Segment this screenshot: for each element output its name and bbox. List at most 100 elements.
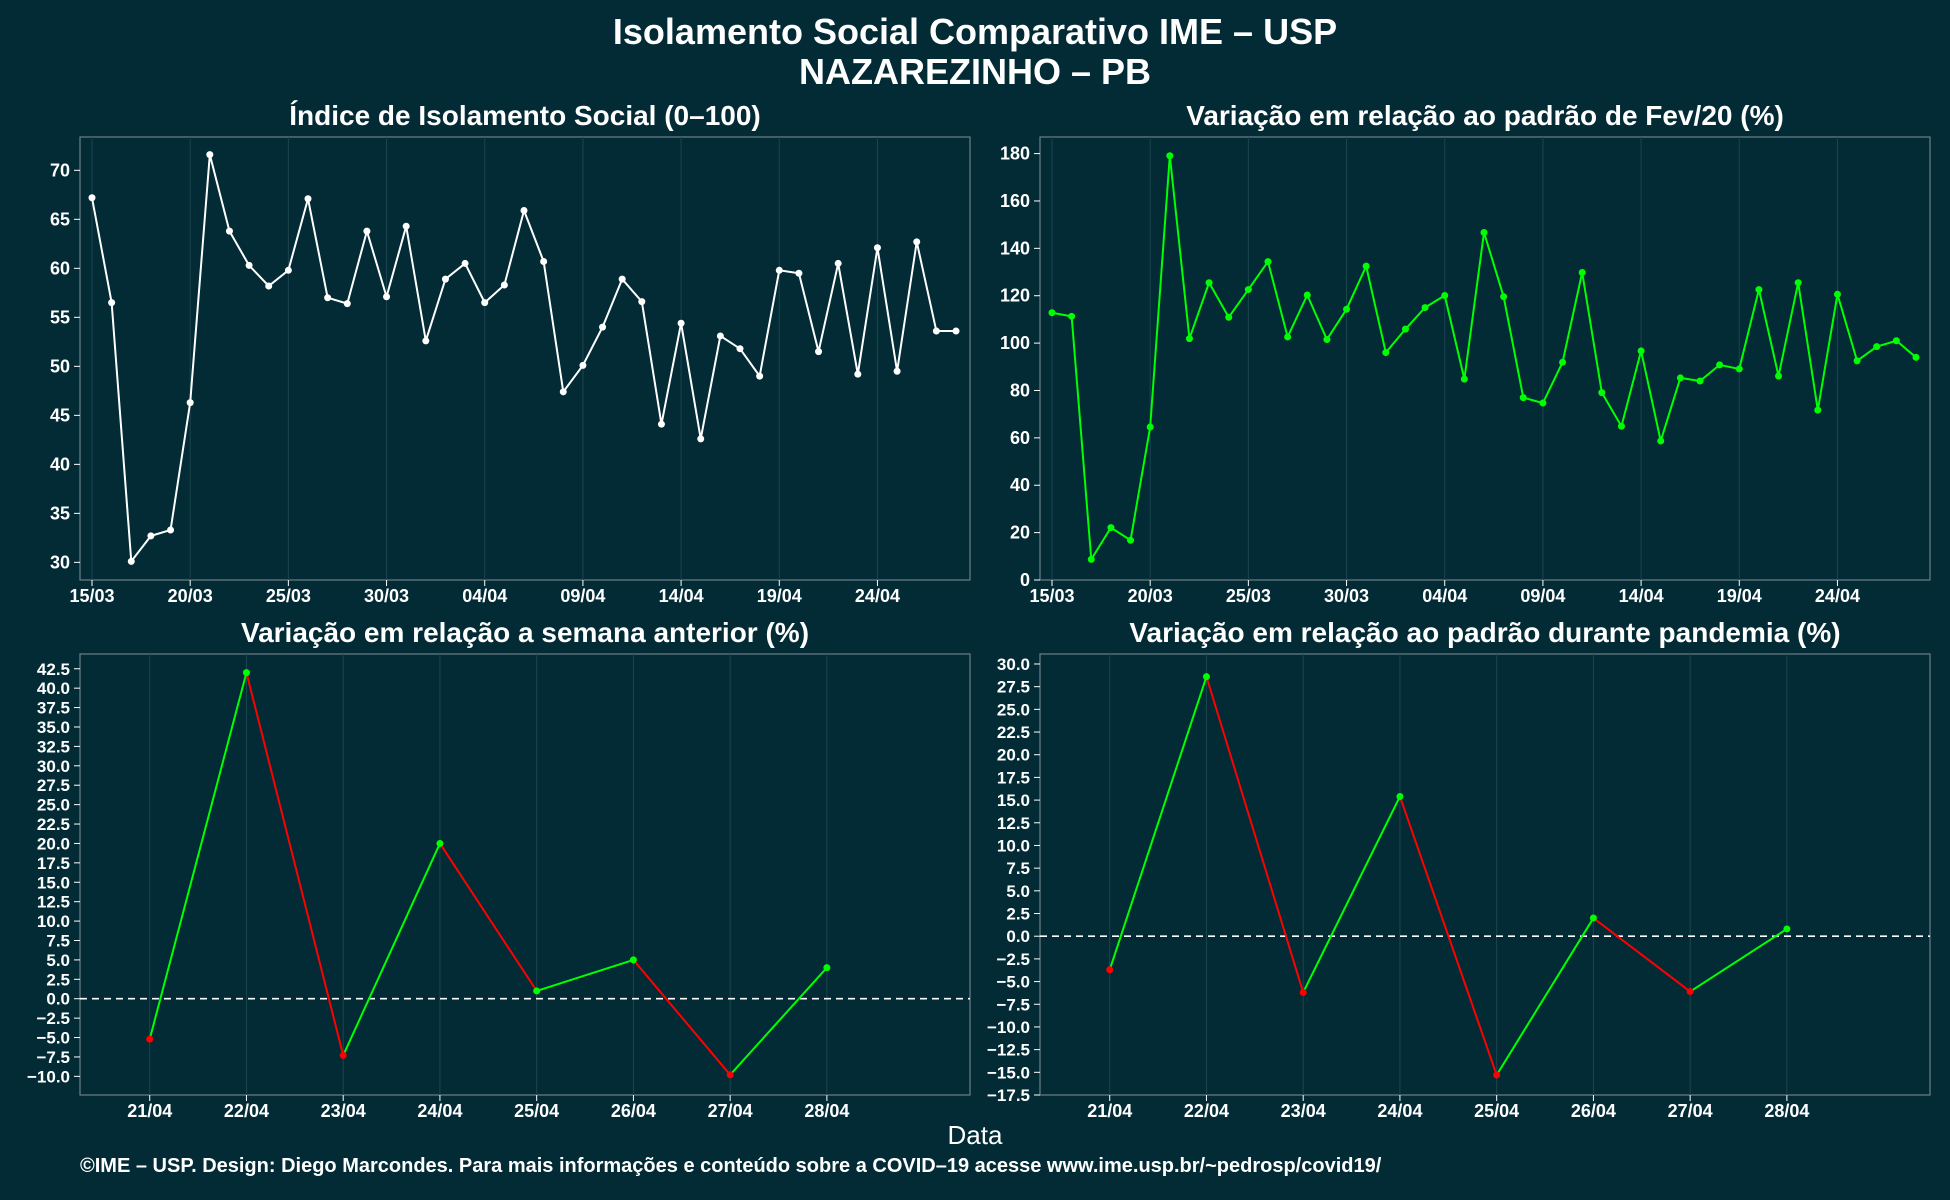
data-point (324, 294, 332, 302)
y-tick-label: 45 (50, 405, 70, 425)
data-point (186, 399, 194, 407)
y-tick-label: 55 (50, 307, 70, 327)
data-point (1617, 422, 1625, 430)
data-point (1202, 673, 1210, 681)
x-tick-label: 25/03 (266, 586, 311, 606)
series-segment (536, 958, 634, 992)
data-point (383, 293, 391, 301)
series-segment (439, 842, 538, 992)
data-point (697, 435, 705, 443)
data-point (559, 388, 567, 396)
y-tick-label: 60 (50, 258, 70, 278)
series-segment (1108, 676, 1208, 971)
data-point (1716, 361, 1724, 369)
y-tick-label: 25.0 (997, 700, 1030, 719)
data-point (520, 207, 528, 215)
data-point (242, 669, 250, 677)
data-point (540, 257, 548, 265)
chart-semana_anterior: −10.0−7.5−5.0−2.50.02.55.07.510.012.515.… (27, 653, 971, 1121)
data-point (834, 259, 842, 267)
data-point (343, 300, 351, 308)
data-point (736, 345, 744, 353)
y-tick-label: 22.5 (37, 815, 70, 834)
data-point (1225, 313, 1233, 321)
series-segment (1302, 796, 1401, 993)
x-tick-label: 19/04 (757, 586, 802, 606)
x-tick-label: 30/03 (1324, 586, 1369, 606)
y-tick-label: 40 (50, 454, 70, 474)
data-point (245, 261, 253, 269)
data-point (1637, 347, 1645, 355)
chart-padrao_pandemia: −17.5 −15.0 −12.5 −10.0 −7.5 −5.0 −2.5 0.0 2.5 5.… (987, 653, 1931, 1121)
y-tick-label: −10.0 (987, 1018, 1030, 1037)
data-point (265, 282, 273, 290)
x-tick-label: 15/03 (69, 586, 114, 606)
x-tick-label: 22/04 (1184, 1101, 1229, 1121)
x-tick-label: 04/04 (462, 586, 507, 606)
data-point (1048, 309, 1056, 317)
data-point (726, 1071, 734, 1079)
data-point (1127, 536, 1135, 544)
y-tick-label: 35.0 (37, 718, 70, 737)
data-point (1284, 333, 1292, 341)
footer-credit: ©IME – USP. Design: Diego Marcondes. Par… (80, 1155, 1382, 1177)
y-tick-label: 30 (50, 552, 70, 572)
data-point (1493, 1071, 1501, 1079)
panel-title-isolamento: Índice de Isolamento Social (0–100) (289, 100, 761, 131)
y-tick-label: 50 (50, 356, 70, 376)
x-tick-label: 24/04 (1815, 586, 1860, 606)
data-point (441, 275, 449, 283)
x-tick-label: 22/04 (224, 1101, 269, 1121)
series-segment (632, 959, 731, 1076)
y-tick-label: 40 (1010, 475, 1030, 495)
y-tick-label: 25.0 (37, 796, 70, 815)
y-tick-label: 15.0 (37, 873, 70, 892)
y-tick-label: 27.5 (997, 678, 1030, 697)
data-point (284, 266, 292, 274)
data-point (1441, 291, 1449, 299)
y-tick-label: 0.0 (1006, 927, 1030, 946)
data-point (638, 298, 646, 306)
panel-title-semana-anterior: Variação em relação a semana anterior (%… (240, 617, 810, 648)
plot-frame (1039, 136, 1931, 581)
series-segment (1689, 928, 1788, 993)
data-point (146, 1035, 154, 1043)
x-tick-label: 25/03 (1226, 586, 1271, 606)
x-tick-label: 25/04 (1474, 1101, 1519, 1121)
data-point (206, 151, 214, 159)
y-tick-label: −7.5 (36, 1048, 70, 1067)
data-point (657, 420, 665, 428)
x-tick-label: 27/04 (1668, 1101, 1713, 1121)
series-segment (342, 843, 441, 1056)
plot-frame (79, 136, 971, 581)
x-tick-label: 26/04 (1571, 1101, 1616, 1121)
y-tick-label: −5.0 (36, 1029, 70, 1048)
data-point (1107, 524, 1115, 532)
x-tick-label: 28/04 (1764, 1101, 1809, 1121)
data-point (815, 348, 823, 356)
data-point (893, 367, 901, 375)
y-tick-label: 70 (50, 160, 70, 180)
y-tick-label: 15.0 (997, 791, 1030, 810)
data-point (1853, 357, 1861, 365)
series-segment (729, 966, 828, 1076)
series-segment (1592, 917, 1691, 993)
x-tick-label: 24/04 (1377, 1101, 1422, 1121)
chart-padrao_fev: 0 20 40 60 80 100 120 140 160 180 15/03 20/03 25/03 3… (1000, 136, 1931, 606)
data-point (147, 532, 155, 540)
data-point (1205, 279, 1213, 287)
x-tick-label: 30/03 (364, 586, 409, 606)
x-tick-label: 27/04 (708, 1101, 753, 1121)
y-tick-label: 2.5 (46, 970, 70, 989)
x-tick-label: 09/04 (1520, 586, 1565, 606)
data-point (1264, 258, 1272, 266)
y-tick-label: 37.5 (37, 699, 70, 718)
data-point (1598, 389, 1606, 397)
y-tick-label: 10.0 (997, 836, 1030, 855)
data-point (436, 839, 444, 847)
y-tick-label: 42.5 (37, 660, 70, 679)
y-tick-label: 20.0 (997, 746, 1030, 765)
data-point (1735, 365, 1743, 373)
series-segment (1205, 676, 1305, 993)
data-point (481, 299, 489, 307)
